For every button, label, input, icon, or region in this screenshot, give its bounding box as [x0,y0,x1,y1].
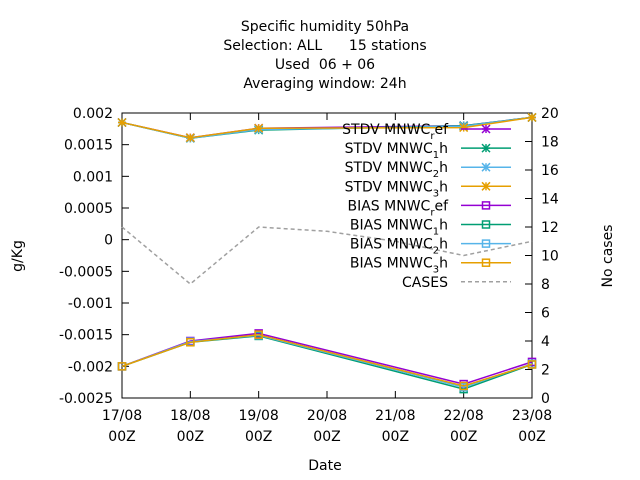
title-line: Selection: ALL 15 stations [223,38,426,54]
y2-tick-label: 12 [541,220,559,236]
y-tick-label: 0.0015 [64,138,113,154]
data-point [254,123,264,133]
series-8 [121,226,533,285]
legend-label: BIAS MNWC2h [350,237,448,257]
data-point [527,360,537,369]
x-tick-label-time: 00Z [108,429,135,445]
legend-label: BIAS MNWC1h [350,218,448,238]
legend-label: BIAS MNWCref [348,198,450,218]
y2-tick-label: 18 [541,135,559,151]
legend-label: BIAS MNWC3h [350,256,448,276]
y-tick-label: -0.0025 [59,391,113,407]
legend-label: STDV MNWCref [342,122,449,142]
y-axis-label: g/Kg [10,240,26,272]
data-point [527,112,537,122]
series-3 [117,112,537,143]
y-tick-label: 0.001 [73,169,113,185]
x-tick-label-time: 00Z [382,429,409,445]
y2-tick-label: 2 [541,363,550,379]
x-tick-label-time: 00Z [313,429,340,445]
x-tick-label-date: 21/08 [375,408,415,424]
title-line: Used 06 + 06 [275,57,375,73]
axes: 0.002 0.0015 0.001 0.0005 0 -0.0005 -0.001 -0.0… [59,106,559,445]
y2-tick-label: 0 [541,391,550,407]
legend-marker [481,124,491,134]
x-tick-label-date: 19/08 [238,408,278,424]
y2-tick-label: 16 [541,163,559,179]
x-tick-label-time: 00Z [245,429,272,445]
legend-marker [481,239,491,248]
legend-label: STDV MNWC3h [345,179,448,199]
y2-tick-label: 6 [541,306,550,322]
data-point [254,330,263,339]
y2-tick-label: 20 [541,106,559,122]
y2-axis-label: No cases [600,225,616,288]
data-point [117,362,127,371]
series-group [117,112,537,394]
series-7 [117,330,537,391]
y-tick-label: 0.0005 [64,201,113,217]
x-axis-label: Date [308,458,341,474]
y-tick-label: 0 [104,233,113,249]
y2-tick-label: 8 [541,277,550,293]
legend-marker [481,201,491,210]
series-line [121,333,533,387]
series-line [121,226,533,285]
x-tick-label-time: 00Z [518,429,545,445]
data-point [186,338,195,347]
legend-marker [481,258,491,267]
x-tick-label-date: 17/08 [102,408,142,424]
chart-title: Specific humidity 50hPa Selection: ALL 15… [223,19,426,92]
data-point [185,133,195,143]
series-line [121,332,533,385]
y-tick-label: -0.0005 [59,264,113,280]
legend-label: CASES [402,275,448,291]
title-line: Specific humidity 50hPa [241,19,409,35]
legend-marker [481,143,491,153]
y-tick-label: -0.002 [68,359,113,375]
legend-label: STDV MNWC2h [345,160,448,180]
data-point [459,381,468,391]
plot-frame [121,112,533,399]
data-point [459,123,469,133]
title-line: Averaging window: 24h [243,76,406,92]
x-tick-label-date: 20/08 [307,408,347,424]
series-4 [117,329,537,389]
x-tick-label-date: 22/08 [443,408,483,424]
x-tick-label-time: 00Z [177,429,204,445]
legend-label: STDV MNWC1h [345,141,448,161]
y2-tick-label: 10 [541,249,559,265]
data-point [117,117,127,128]
series-line [121,116,533,139]
y-tick-label: 0.002 [73,106,113,122]
x-tick-label-date: 18/08 [170,408,210,424]
y2-axis-label-group: No cases [600,225,616,288]
y-tick-label: -0.001 [68,296,113,312]
series-6 [117,331,537,392]
x-tick-label-time: 00Z [450,429,477,445]
y2-tick-label: 14 [541,192,559,208]
x-tick-label-date: 23/08 [512,408,552,424]
y2-tick-label: 4 [541,334,550,350]
legend-marker [481,220,491,229]
y-tick-label: -0.0015 [59,328,113,344]
legend-marker [481,162,491,172]
y-axis-label-group: g/Kg [10,240,26,272]
legend-marker [481,181,491,191]
